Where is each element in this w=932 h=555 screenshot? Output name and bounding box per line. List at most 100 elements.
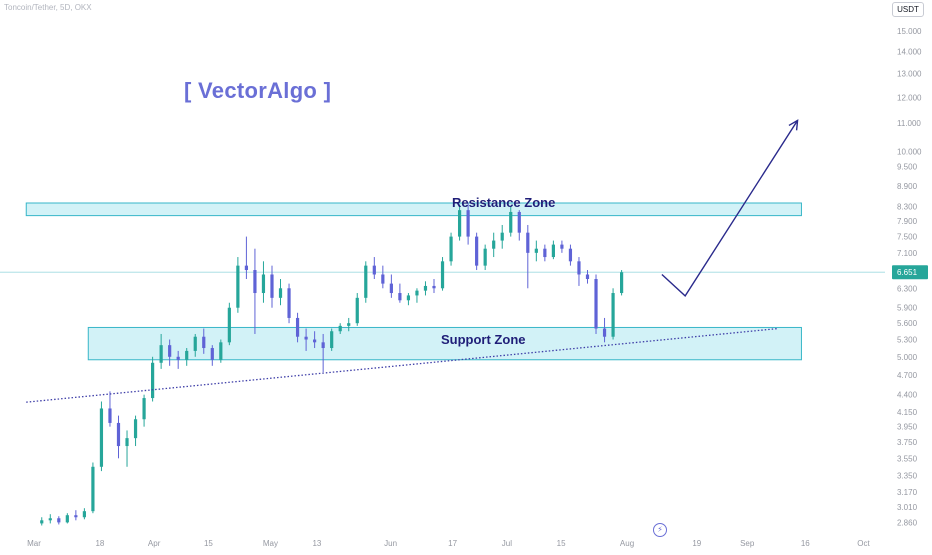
candle-body [57, 518, 61, 523]
candle-body [534, 248, 538, 253]
candle-body [253, 270, 257, 294]
candle-body [585, 274, 590, 280]
candle-body [466, 210, 470, 237]
time-axis-label: Oct [857, 539, 870, 548]
candle-body [74, 515, 78, 518]
candle-body [125, 438, 129, 447]
price-axis-label: 9.500 [897, 163, 918, 172]
last-price-label: 6.651 [897, 268, 918, 277]
candle-body [500, 232, 504, 241]
candle-body [202, 336, 206, 349]
brand-title: [ VectorAlgo ] [184, 78, 332, 103]
candle-body [602, 328, 607, 337]
candle-body [261, 274, 266, 294]
time-axis-label: 18 [95, 539, 104, 548]
price-axis-label: 10.000 [897, 147, 922, 156]
price-axis-label: 8.900 [897, 182, 918, 191]
candle-body [372, 265, 376, 275]
support-zone [87, 326, 802, 361]
candle-body [543, 248, 547, 258]
candle-body [159, 345, 163, 363]
time-axis-label: 15 [204, 539, 213, 548]
candle-body [423, 285, 428, 291]
candle-body [551, 244, 555, 258]
candle-body [270, 274, 274, 298]
candle-body [577, 261, 581, 275]
time-axis-label: 16 [801, 539, 810, 548]
price-axis-label: 11.000 [897, 119, 921, 128]
price-axis-label: 5.900 [897, 304, 918, 313]
candle-body [475, 236, 479, 266]
candle-body [560, 244, 564, 249]
candle-body [91, 466, 95, 512]
time-axis-label: Jul [502, 539, 512, 548]
candle-body [244, 265, 249, 271]
price-axis-label: 7.500 [897, 233, 918, 242]
price-axis-label: 4.150 [897, 408, 918, 417]
price-axis-label: 8.300 [897, 203, 918, 212]
candle-body [142, 398, 146, 420]
candle-body [517, 211, 521, 233]
candle-body [40, 520, 44, 524]
price-axis-label: 4.700 [897, 371, 918, 380]
candle-body [338, 325, 342, 332]
candle-body [526, 232, 530, 253]
time-axis-label: 17 [448, 539, 457, 548]
price-axis-label: 3.750 [897, 438, 918, 447]
time-axis-label: May [263, 539, 278, 548]
candle-body [287, 288, 291, 318]
symbol-label: Toncoin/Tether, 5D, OKX [4, 3, 92, 12]
currency-badge[interactable]: USDT [892, 2, 924, 17]
last-price-tag [892, 265, 928, 280]
candle-body [449, 236, 453, 262]
candle-body [278, 288, 283, 298]
candle-body [65, 515, 69, 523]
candle-body [151, 362, 155, 399]
candle-body [219, 342, 223, 360]
time-axis-label: 19 [692, 539, 701, 548]
candle-body [406, 295, 411, 301]
candle-body [483, 248, 487, 266]
candle-body [176, 356, 180, 360]
resistance-zone [25, 202, 802, 217]
candle-body [620, 272, 624, 294]
price-axis-label: 4.400 [897, 391, 918, 400]
candle-body [108, 408, 112, 423]
candle-body [594, 279, 598, 329]
price-axis-label: 3.950 [897, 423, 918, 432]
price-axis-label: 3.010 [897, 503, 918, 512]
price-axis-label: 3.550 [897, 454, 918, 463]
price-axis-label: 5.000 [897, 353, 918, 362]
price-axis-label: 2.860 [897, 518, 918, 527]
candle-body [347, 323, 351, 326]
resistance-zone-label: Resistance Zone [452, 195, 556, 210]
time-axis-label: Mar [27, 539, 41, 548]
candle-body [492, 240, 496, 249]
candle-body [193, 336, 197, 351]
candle-body [611, 293, 615, 337]
candle-body [355, 297, 359, 324]
candle-body [457, 210, 462, 237]
price-axis-label: 7.900 [897, 217, 918, 226]
price-axis-label: 5.300 [897, 336, 918, 345]
candle-body [48, 518, 52, 521]
lightning-icon[interactable]: ⚡ [653, 523, 667, 537]
candle-body [295, 317, 300, 337]
price-axis-label: 6.300 [897, 284, 918, 293]
time-axis-label: Apr [148, 539, 161, 548]
candle-body [568, 248, 573, 262]
projection-path [661, 120, 799, 297]
candle-body [330, 331, 334, 349]
candle-body [364, 265, 368, 298]
candle-body [415, 290, 419, 296]
candle-body [321, 342, 325, 349]
candle-body [99, 408, 104, 467]
projection-arrowhead [788, 119, 799, 131]
price-axis-label: 7.100 [897, 249, 918, 258]
candle-body [398, 293, 402, 301]
price-axis-label: 13.000 [897, 70, 922, 79]
candle-body [185, 350, 189, 360]
candle-body [82, 511, 86, 518]
